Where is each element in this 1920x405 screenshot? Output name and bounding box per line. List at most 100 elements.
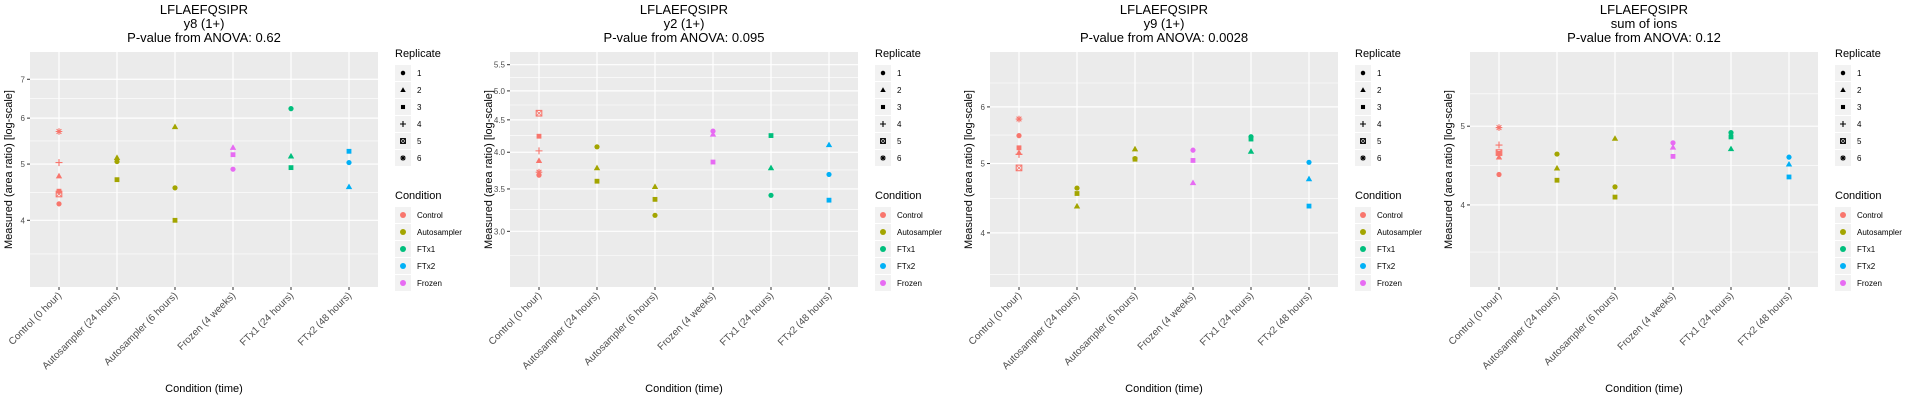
square-cross-box — [1840, 138, 1846, 144]
data-point — [1015, 164, 1023, 172]
data-point — [1554, 177, 1560, 183]
y-tick-label: 5.5 — [494, 61, 506, 70]
data-point — [345, 183, 353, 190]
plot-background — [990, 52, 1338, 287]
legend-label: Control — [1857, 211, 1883, 220]
asterisk-icon — [880, 155, 886, 161]
data-point — [1190, 147, 1196, 153]
y-tick-label: 7 — [21, 75, 26, 84]
legend-label: FTx1 — [897, 245, 916, 254]
chart-subtitle: y8 (1+) — [184, 16, 225, 31]
legend-item-replicate-3: 3 — [1355, 99, 1382, 115]
legend-label: 5 — [1377, 137, 1382, 146]
legend-label: 4 — [417, 120, 422, 129]
x-axis-title: Condition (time) — [1125, 383, 1203, 395]
data-point — [767, 164, 775, 171]
y-axis-title: Measured (area ratio) [log-scale] — [3, 90, 15, 249]
chart-title: LFLAEFQSIPR — [640, 2, 728, 17]
legend-label: 1 — [1857, 69, 1862, 78]
legend-label: 6 — [897, 154, 902, 163]
legend-item-replicate-5: 5 — [395, 133, 422, 149]
data-point — [535, 109, 543, 117]
y-tick-label: 4.0 — [494, 148, 506, 157]
data-point — [230, 166, 236, 172]
pvalue-label: P-value from ANOVA: 0.12 — [1567, 30, 1721, 45]
legend-label: Control — [897, 211, 923, 220]
legend-label: Autosampler — [897, 228, 942, 237]
legend-item-condition-control: Control — [1355, 207, 1403, 223]
legend-item-condition-ftx2: FTx2 — [1355, 258, 1396, 274]
data-point — [1786, 154, 1792, 160]
legend-label: 3 — [897, 103, 902, 112]
color-dot-icon — [400, 229, 406, 235]
color-dot-icon — [400, 212, 406, 218]
square-cross-box — [1360, 138, 1366, 144]
pvalue-label: P-value from ANOVA: 0.095 — [604, 30, 765, 45]
data-point — [535, 147, 543, 155]
legend-label: FTx2 — [897, 262, 916, 271]
data-point — [1247, 148, 1255, 154]
legend-item-replicate-1: 1 — [875, 65, 902, 81]
legend-title-replicate: Replicate — [395, 48, 441, 60]
y-tick-label: 4 — [1461, 201, 1466, 210]
data-point — [535, 157, 543, 164]
legend-item-replicate-6: 6 — [1835, 150, 1862, 166]
data-point — [114, 177, 120, 183]
y-tick-label: 3.0 — [494, 227, 506, 236]
square-cross-icon — [1360, 138, 1366, 144]
legend-label: FTx2 — [1857, 262, 1876, 271]
data-point — [1727, 145, 1735, 152]
triangle-icon — [880, 87, 886, 93]
legend-item-condition-control: Control — [875, 207, 923, 223]
plus-icon — [880, 121, 886, 127]
legend-label: Control — [1377, 211, 1403, 220]
data-point — [1306, 203, 1312, 209]
legend-label: 3 — [417, 103, 422, 112]
square-cross-lines — [880, 138, 886, 144]
square-cross-lines — [1015, 164, 1023, 171]
legend-item-condition-ftx2: FTx2 — [395, 258, 436, 274]
square-cross-icon — [1840, 138, 1846, 144]
square-cross-box — [55, 190, 63, 198]
y-tick-label: 3.5 — [494, 185, 506, 194]
data-point — [652, 212, 658, 218]
legend-title-condition: Condition — [1355, 190, 1401, 202]
x-tick-label: FTx1 (24 hours) — [1198, 290, 1256, 348]
color-dot-icon — [1840, 280, 1846, 286]
color-dot-icon — [1360, 229, 1366, 235]
data-point — [1495, 153, 1503, 160]
legend-title-replicate: Replicate — [1355, 48, 1401, 60]
legend: Replicate 1 2 3 4 5 6 Condition Control Autosampl… — [395, 48, 462, 291]
legend-item-condition-autosampler: Autosampler — [1835, 224, 1902, 240]
data-point — [1669, 144, 1677, 150]
circle-icon — [1360, 70, 1366, 76]
data-point — [1670, 140, 1676, 146]
x-tick-label: Control (0 hour) — [1447, 290, 1504, 347]
data-point — [1015, 115, 1023, 123]
chart-title: LFLAEFQSIPR — [1120, 2, 1208, 17]
data-point — [1132, 156, 1138, 162]
legend-label: FTx2 — [417, 262, 436, 271]
color-dot-icon — [1360, 280, 1366, 286]
x-tick-label: Frozen (4 weeks) — [1616, 290, 1678, 352]
data-point — [594, 178, 600, 184]
data-point — [113, 154, 121, 161]
y-tick-label: 5 — [981, 160, 986, 169]
legend-label: 4 — [1857, 120, 1862, 129]
legend: Replicate 1 2 3 4 5 6 Condition Control Autosampl… — [1835, 48, 1902, 291]
legend-title-replicate: Replicate — [875, 48, 921, 60]
legend-label: FTx1 — [417, 245, 436, 254]
square-cross-icon — [400, 138, 406, 144]
x-tick-label: Frozen (4 weeks) — [656, 290, 718, 352]
x-axis-title: Condition (time) — [165, 383, 243, 395]
legend-label: 6 — [1857, 154, 1862, 163]
y-tick-label: 4 — [21, 216, 26, 225]
x-axis-title: Condition (time) — [645, 383, 723, 395]
pvalue-label: P-value from ANOVA: 0.0028 — [1080, 30, 1248, 45]
circle-icon — [880, 70, 886, 76]
legend-item-replicate-2: 2 — [1355, 82, 1382, 98]
data-point — [1496, 150, 1502, 156]
color-dot-icon — [1360, 212, 1366, 218]
data-point — [1190, 158, 1196, 163]
legend-label: FTx1 — [1857, 245, 1876, 254]
